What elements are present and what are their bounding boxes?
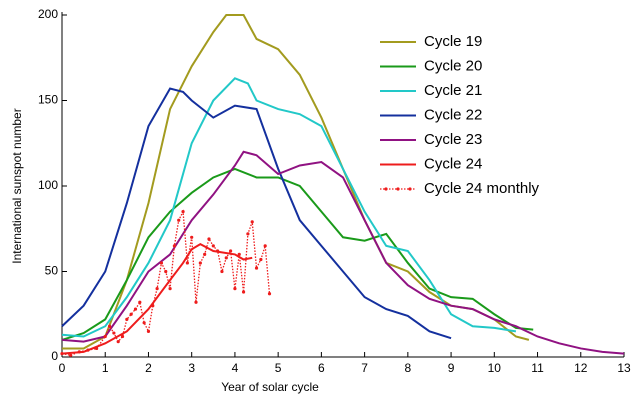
- line: [61, 167, 534, 341]
- point: [263, 244, 267, 248]
- point: [112, 331, 116, 335]
- x-tick-label: 7: [361, 361, 368, 375]
- line: [61, 209, 271, 356]
- point: [198, 261, 202, 265]
- legend-label: Cycle 24: [424, 155, 482, 172]
- point: [237, 252, 241, 256]
- point: [216, 249, 220, 253]
- x-axis-label: Year of solar cycle: [221, 380, 319, 394]
- line: [61, 87, 452, 340]
- x-tick-label: 8: [405, 361, 412, 375]
- point: [203, 252, 207, 256]
- point: [125, 317, 129, 321]
- x-tick-label: 0: [59, 361, 66, 375]
- point: [77, 350, 81, 354]
- legend-label: Cycle 21: [424, 82, 482, 99]
- point: [146, 329, 151, 333]
- point: [185, 261, 189, 265]
- point: [220, 269, 224, 274]
- point: [69, 353, 73, 357]
- point: [164, 269, 168, 274]
- point: [116, 340, 120, 344]
- line: [61, 150, 625, 355]
- y-tick-label: 150: [38, 93, 58, 107]
- y-tick-label: 200: [38, 7, 58, 21]
- line: [62, 14, 530, 350]
- point: [94, 346, 99, 351]
- x-tick-label: 5: [275, 361, 282, 375]
- point: [120, 334, 125, 339]
- legend-marker: [384, 187, 388, 191]
- point: [155, 287, 159, 291]
- point: [241, 290, 246, 294]
- line: [61, 77, 517, 338]
- legend-marker: [408, 187, 412, 191]
- y-tick-label: 50: [45, 264, 59, 278]
- point: [159, 261, 164, 265]
- line: [61, 242, 253, 355]
- point: [60, 351, 64, 356]
- legend-label: Cycle 20: [424, 57, 482, 74]
- x-tick-label: 9: [448, 361, 455, 375]
- legend-label: Cycle 22: [424, 106, 482, 123]
- point: [246, 232, 250, 236]
- point: [107, 324, 112, 328]
- x-tick-label: 12: [574, 361, 588, 375]
- point: [250, 220, 254, 224]
- point: [138, 300, 142, 304]
- point: [254, 266, 259, 270]
- point: [172, 244, 176, 248]
- x-tick-label: 4: [232, 361, 239, 375]
- x-tick-label: 13: [617, 361, 631, 375]
- point: [151, 304, 155, 308]
- point: [181, 210, 185, 214]
- point: [233, 287, 237, 291]
- point: [190, 235, 194, 239]
- point: [86, 348, 90, 352]
- legend-label: Cycle 19: [424, 33, 482, 50]
- point: [168, 287, 172, 291]
- point: [259, 257, 263, 262]
- y-axis-label: International sunspot number: [10, 108, 24, 263]
- point: [224, 256, 228, 260]
- x-tick-label: 11: [531, 361, 544, 375]
- point: [211, 244, 215, 248]
- point: [129, 312, 133, 316]
- point: [133, 307, 138, 311]
- y-tick-label: 100: [38, 178, 58, 192]
- x-tick-label: 1: [102, 361, 109, 375]
- x-tick-label: 6: [318, 361, 325, 375]
- y-tick-label: 0: [51, 349, 58, 363]
- legend-label: Cycle 23: [424, 131, 482, 148]
- point: [207, 237, 211, 241]
- point: [103, 334, 107, 339]
- point: [177, 218, 181, 222]
- x-tick-label: 3: [188, 361, 195, 375]
- x-tick-label: 2: [145, 361, 152, 375]
- point: [142, 321, 146, 325]
- point: [229, 249, 233, 253]
- point: [267, 292, 272, 296]
- legend-marker: [396, 187, 400, 191]
- point: [194, 300, 198, 304]
- legend-label: Cycle 24 monthly: [424, 180, 540, 197]
- x-tick-label: 10: [488, 361, 502, 375]
